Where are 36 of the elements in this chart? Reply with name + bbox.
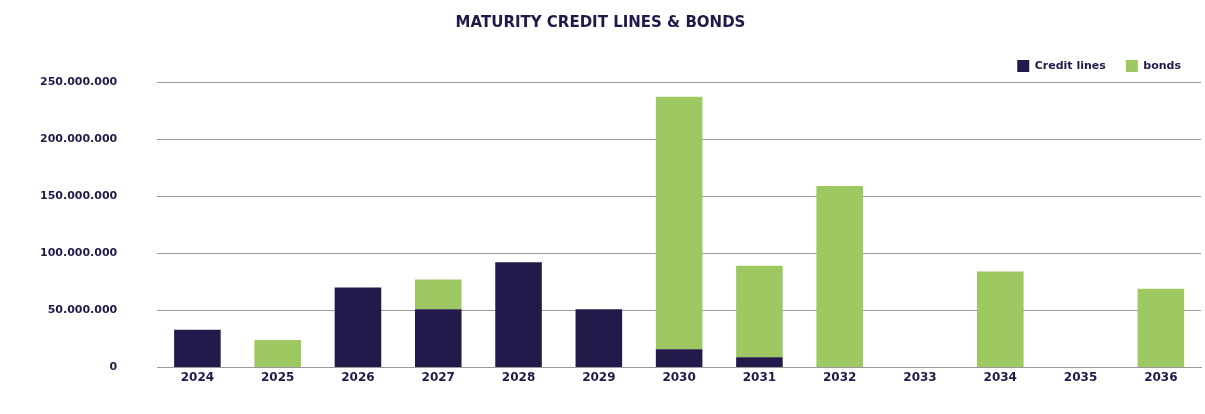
bar <box>736 265 783 358</box>
bar <box>495 262 542 367</box>
y-tick-label: 250.000.000 <box>39 74 118 88</box>
legend-label: Credit lines <box>1034 58 1107 72</box>
bar <box>736 357 783 367</box>
x-tick-label: 2025 <box>260 369 295 384</box>
x-tick-label: 2035 <box>1063 369 1098 384</box>
y-tick-label: 0 <box>109 360 118 374</box>
x-tick-label: 2024 <box>180 369 215 384</box>
x-tick-label: 2032 <box>823 369 857 384</box>
x-tick-label: 2034 <box>983 369 1017 384</box>
x-tick-label: 2029 <box>582 369 616 384</box>
bar <box>575 309 623 367</box>
bar <box>414 279 462 310</box>
chart-title: MATURITY CREDIT LINES & BONDS <box>455 12 746 31</box>
y-tick-label: 100.000.000 <box>39 246 118 260</box>
x-tick-label: 2026 <box>341 369 375 384</box>
x-tick-label: 2036 <box>1144 369 1178 384</box>
bar <box>334 287 382 367</box>
bar <box>655 349 703 367</box>
bar <box>816 185 863 367</box>
x-tick-label: 2030 <box>662 369 696 384</box>
bar <box>1137 288 1185 367</box>
x-tick-label: 2027 <box>421 369 455 384</box>
x-tick-label: 2033 <box>903 369 937 384</box>
x-tick-label: 2028 <box>501 369 536 384</box>
y-tick-label: 50.000.000 <box>47 303 118 317</box>
bar <box>655 96 703 350</box>
legend-label: bonds <box>1143 58 1182 72</box>
y-tick-label: 200.000.000 <box>39 131 118 145</box>
bar <box>976 271 1024 367</box>
y-tick-label: 150.000.000 <box>39 189 118 203</box>
bar <box>254 340 301 367</box>
x-tick-label: 2031 <box>742 369 777 384</box>
bar <box>174 329 221 367</box>
bar <box>414 309 462 367</box>
